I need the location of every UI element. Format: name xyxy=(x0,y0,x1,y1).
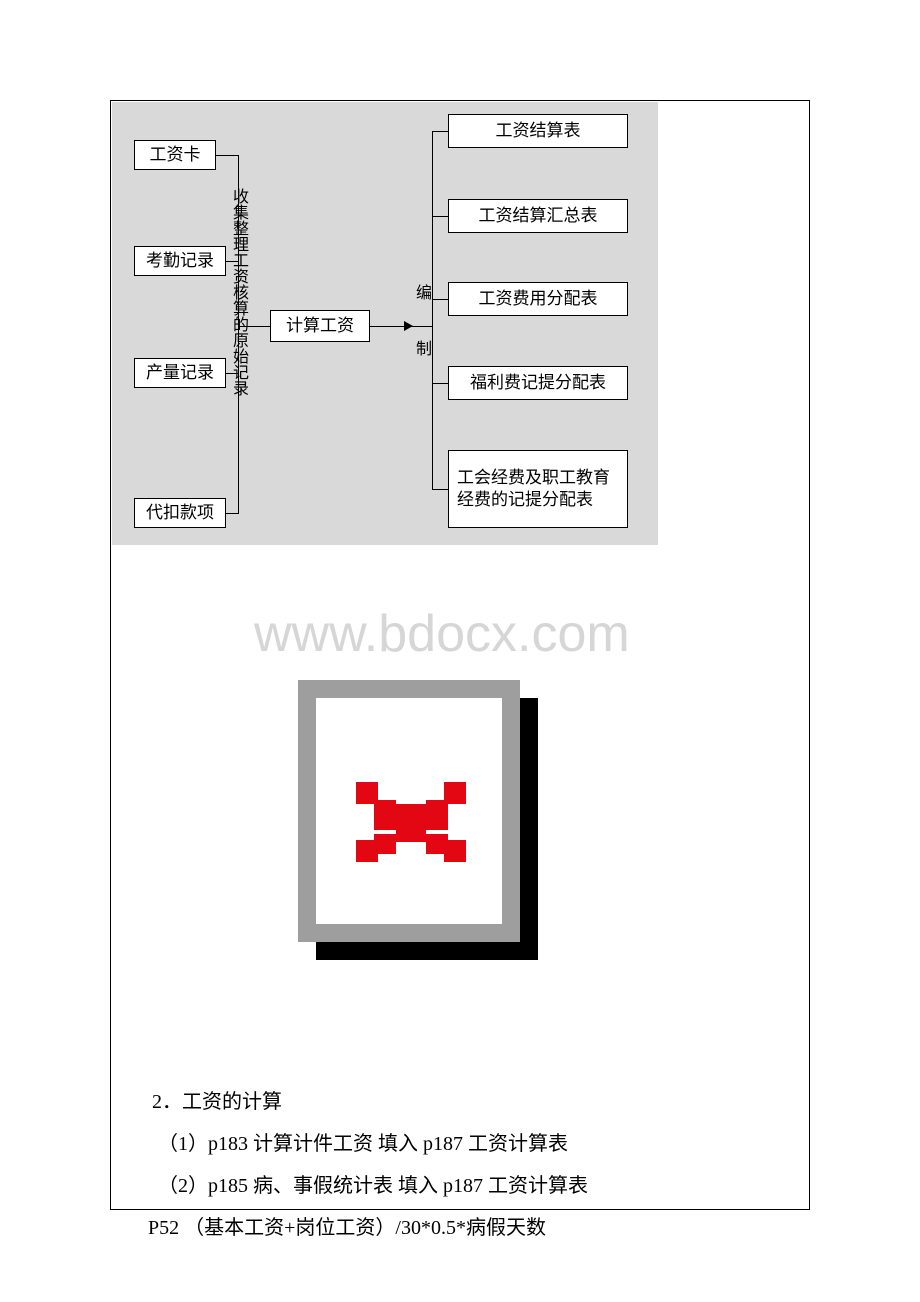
box-deductions: 代扣款项 xyxy=(134,498,226,528)
box-salary-summary: 工资结算汇总表 xyxy=(448,199,628,233)
vlabel-collect-records: 收集整理工资核算的原始记录 xyxy=(230,188,246,396)
flowchart-panel: 工资卡 考勤记录 产量记录 代扣款项 收集整理工资核算的原始记录 计算工资 编 … xyxy=(112,102,658,545)
box-salary-expense-alloc: 工资费用分配表 xyxy=(448,282,628,316)
box-salary-settlement: 工资结算表 xyxy=(448,114,628,148)
vlabel-bian: 编 xyxy=(416,286,432,302)
vlabel-zhi: 制 xyxy=(416,342,432,358)
text-line-1: 2．工资的计算 xyxy=(152,1092,282,1112)
box-output-record: 产量记录 xyxy=(134,358,226,388)
box-welfare-alloc: 福利费记提分配表 xyxy=(448,366,628,400)
broken-image-icon xyxy=(356,774,466,862)
box-attendance: 考勤记录 xyxy=(134,246,226,276)
text-line-3: （2）p185 病、事假统计表 填入 p187 工资计算表 xyxy=(158,1176,588,1196)
arrow-icon xyxy=(404,321,413,331)
text-line-4: P52 （基本工资+岗位工资）/30*0.5*病假天数 xyxy=(148,1218,546,1238)
text-line-2: （1）p183 计算计件工资 填入 p187 工资计算表 xyxy=(158,1134,568,1154)
box-calc-salary: 计算工资 xyxy=(270,310,370,342)
box-union-education-alloc: 工会经费及职工教育经费的记提分配表 xyxy=(448,450,628,528)
watermark-text: www.bdocx.com xyxy=(254,604,630,664)
box-salary-card: 工资卡 xyxy=(134,140,216,170)
broken-image-placeholder xyxy=(298,680,538,960)
